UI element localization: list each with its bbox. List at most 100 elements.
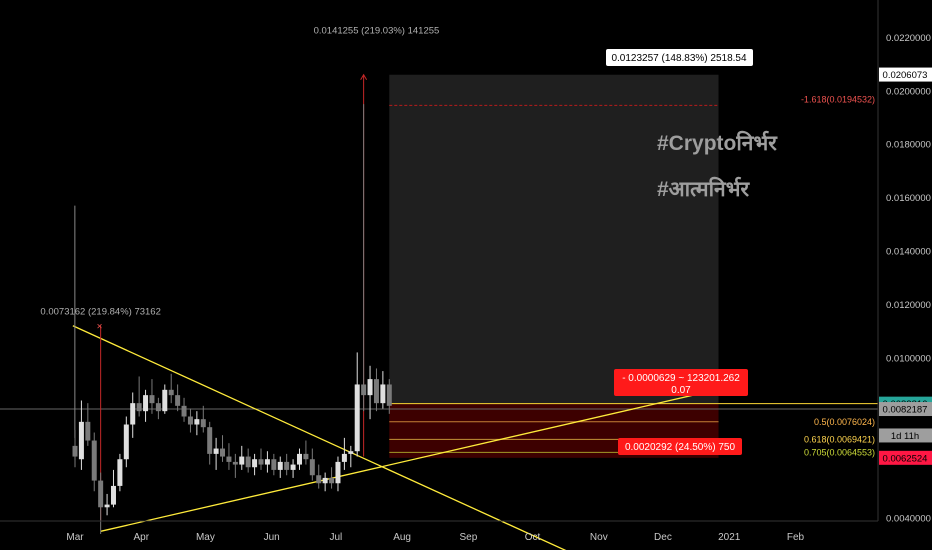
candle-body-16	[175, 395, 181, 406]
x-tick-6: Sep	[459, 532, 477, 543]
price-tag-bg-2	[879, 402, 932, 417]
loss-label-line1: - 0.0000629 ~ 123201.262	[622, 373, 740, 384]
candle-body-15	[168, 389, 174, 396]
gain-label-text: 0.0123257 (148.83%) 2518.54	[611, 53, 747, 64]
price-tag-bg-3	[879, 428, 932, 443]
price-tag-3: 1d 11h	[891, 431, 919, 442]
candle-body-40	[329, 477, 335, 484]
drawdown-label-bg	[618, 438, 742, 455]
candle-body-48	[380, 384, 386, 404]
x-tick-1: Apr	[133, 532, 149, 543]
candle-body-13	[155, 403, 161, 412]
candle-body-2	[85, 421, 91, 441]
candle-body-17	[181, 405, 187, 417]
candle-body-24	[226, 456, 232, 462]
fib-label-1: 0.5(0.0076024)	[814, 417, 875, 427]
trendline-upper	[72, 325, 567, 550]
candle-body-33	[284, 461, 290, 470]
y-tick-7: 0.0040000	[886, 513, 931, 524]
trendline-lower	[100, 389, 717, 532]
y-tick-2: 0.0180000	[886, 140, 931, 151]
loss-label-line2: 0.07	[671, 385, 691, 396]
hashtag-1: #आत्मनिर्भर	[657, 176, 750, 201]
candle-body-39	[322, 477, 328, 484]
x-tick-9: Dec	[654, 532, 672, 543]
candle-body-38	[316, 475, 322, 484]
y-tick-6: 0.0100000	[886, 353, 931, 364]
y-tick-5: 0.0120000	[886, 300, 931, 311]
candle-body-20	[200, 419, 206, 428]
x-tick-8: Nov	[590, 532, 608, 543]
x-tick-7: Oct	[525, 532, 541, 543]
time-axis: Mar Apr May Jun Jul Aug Sep Oct Nov Dec 2021 Feb	[66, 532, 804, 543]
candle-body-21	[207, 427, 213, 454]
price-tag-bg-0	[879, 67, 932, 82]
hashtag-0: #Cryptoनिर्भर	[657, 130, 778, 155]
x-tick-10: 2021	[718, 532, 741, 543]
x-tick-4: Jul	[329, 532, 342, 543]
x-tick-11: Feb	[787, 532, 805, 543]
candle-body-28	[252, 459, 258, 468]
loss-label-bg	[614, 369, 748, 396]
candle-body-45	[361, 384, 367, 396]
candle-body-18	[187, 416, 193, 425]
candle-body-35	[296, 453, 302, 465]
candle-body-23	[220, 448, 226, 457]
measure-label-0: 0.0141255 (219.03%) 141255	[314, 25, 440, 36]
pump-arrow-head	[360, 73, 368, 81]
x-tick-3: Jun	[264, 532, 280, 543]
candle-body-25	[232, 461, 238, 465]
price-tag-2: 0.0082187	[883, 405, 928, 416]
fib-label-0: -1.618(0.0194532)	[801, 94, 875, 104]
candle-body-43	[348, 451, 354, 454]
candle-body-27	[245, 456, 251, 468]
price-tag-4: 0.0062524	[883, 453, 928, 464]
gain-label-bg	[606, 49, 753, 66]
candle-body-4	[98, 480, 104, 508]
y-tick-1: 0.0200000	[886, 86, 931, 97]
candles-layer	[72, 104, 392, 534]
drawdown-label-text: 0.0020292 (24.50%) 750	[625, 442, 736, 453]
measure-marker: ×	[97, 322, 103, 333]
candle-body-44	[354, 384, 360, 452]
candle-body-36	[303, 453, 309, 460]
candle-body-14	[162, 389, 168, 412]
candle-body-31	[271, 459, 277, 470]
candle-body-30	[264, 459, 270, 465]
x-tick-0: Mar	[66, 532, 84, 543]
candle-body-12	[149, 395, 155, 404]
drawdown-label-box: 0.0020292 (24.50%) 750	[618, 438, 742, 455]
y-tick-4: 0.0140000	[886, 246, 931, 257]
x-tick-5: Aug	[393, 532, 411, 543]
fib-label-3: 0.705(0.0064553)	[804, 447, 875, 457]
candle-body-22	[213, 448, 219, 454]
y-tick-0: 0.0220000	[886, 33, 931, 44]
candle-body-32	[277, 461, 283, 470]
annotation-layer: × 0.0141255 (219.03%) 141255 0.0073162 (21…	[40, 25, 875, 457]
candle-body-7	[117, 459, 123, 486]
candle-body-26	[239, 456, 245, 465]
target-zone-box	[389, 74, 719, 404]
candle-body-1	[78, 421, 84, 460]
candle-body-19	[194, 419, 200, 425]
candle-body-46	[367, 379, 373, 396]
candle-body-5	[104, 504, 110, 508]
candle-body-29	[258, 459, 264, 465]
candle-body-0	[72, 445, 78, 457]
price-axis: 0.0220000 0.0200000 0.0180000 0.0160000 0.01…	[0, 0, 932, 524]
candle-body-49	[386, 384, 392, 406]
candle-body-42	[341, 453, 347, 462]
candle-body-47	[373, 379, 379, 404]
y-tick-3: 0.0160000	[886, 193, 931, 204]
candle-body-34	[290, 464, 296, 470]
candle-body-8	[123, 424, 129, 460]
candle-body-11	[143, 395, 149, 412]
x-tick-2: May	[196, 532, 215, 543]
candle-body-9	[130, 403, 136, 425]
gain-label-box: 0.0123257 (148.83%) 2518.54	[606, 49, 753, 66]
candle-body-41	[335, 461, 341, 484]
candle-body-10	[136, 403, 142, 412]
candle-body-3	[91, 440, 97, 481]
